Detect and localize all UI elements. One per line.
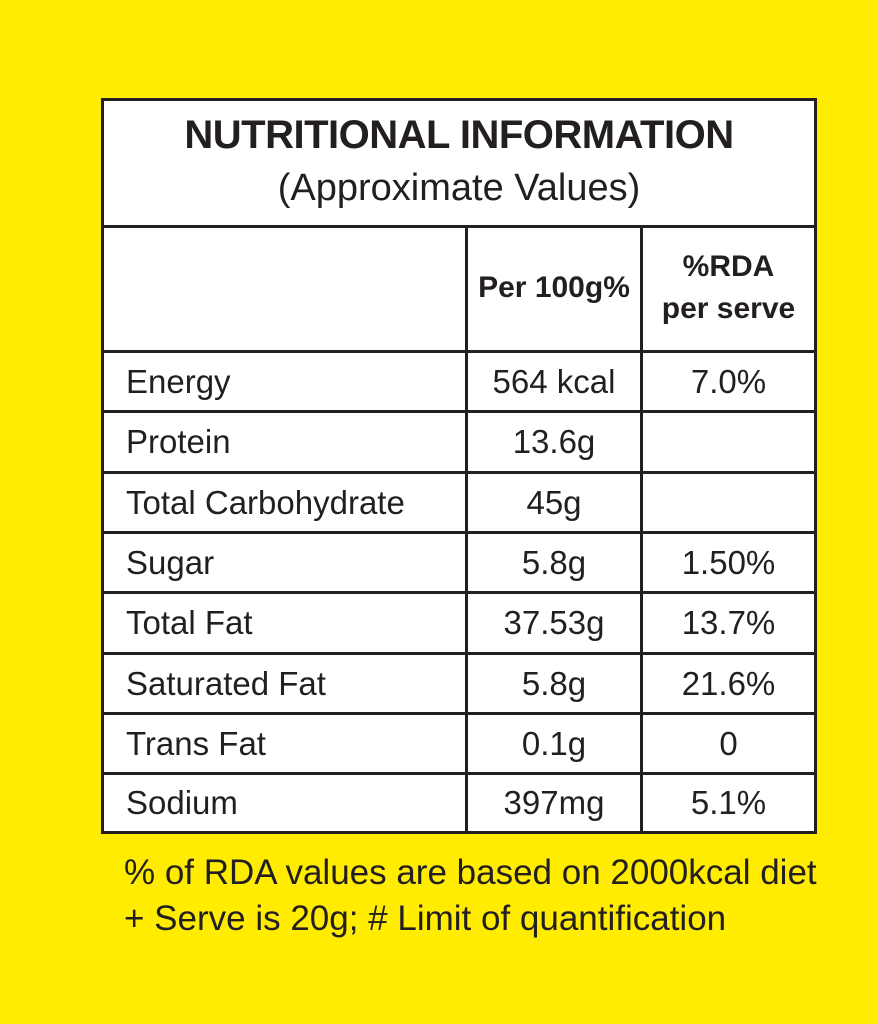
table-title-block: NUTRITIONAL INFORMATION (Approximate Val… (104, 101, 814, 228)
header-row: Per 100g% %RDA per serve (104, 225, 814, 353)
per-100g-value: 13.6g (468, 413, 643, 471)
table-subtitle: (Approximate Values) (277, 167, 641, 209)
nutrient-name: Total Fat (104, 594, 468, 652)
table-row: Trans Fat 0.1g 0 (104, 715, 814, 775)
table-row: Sodium 397mg 5.1% (104, 775, 814, 831)
nutrient-name: Sodium (104, 775, 468, 831)
table-row: Total Fat 37.53g 13.7% (104, 594, 814, 655)
rda-value: 7.0% (690, 362, 767, 400)
table-row: Saturated Fat 5.8g 21.6% (104, 655, 814, 715)
per-100g-value: 5.8g (468, 655, 643, 712)
nutrient-name: Trans Fat (104, 715, 468, 772)
header-cell-nutrient (104, 225, 468, 350)
table-row: Sugar 5.8g 1.50% (104, 534, 814, 594)
header-rda-line1: %RDA (682, 249, 775, 283)
rda-value (643, 474, 814, 531)
rda-value: 1.50% (681, 543, 776, 581)
table-row: Energy 564 kcal 7.0% (104, 353, 814, 413)
footnote-serve-size: + Serve is 20g; # Limit of quantificatio… (124, 899, 727, 938)
header-rda-line2: per serve (661, 291, 796, 325)
rda-value: 5.1% (690, 784, 767, 821)
nutrient-name: Total Carbohydrate (104, 474, 468, 531)
header-cell-per-100g: Per 100g% (468, 225, 643, 350)
rda-value (643, 413, 814, 471)
nutrient-name: Saturated Fat (104, 655, 468, 712)
table-title: NUTRITIONAL INFORMATION (184, 113, 734, 157)
per-100g-value: 564 kcal (468, 353, 643, 410)
per-100g-value: 0.1g (468, 715, 643, 772)
nutrient-name: Energy (104, 353, 468, 410)
header-cell-rda: %RDA per serve (643, 225, 814, 350)
per-100g-value: 5.8g (468, 534, 643, 591)
footnote-rda-basis: % of RDA values are based on 2000kcal di… (124, 853, 817, 892)
per-100g-value: 397mg (468, 775, 643, 831)
nutrient-name: Sugar (104, 534, 468, 591)
nutrient-name: Protein (104, 413, 468, 471)
rda-value: 0 (719, 724, 738, 762)
rda-value: 13.7% (681, 604, 776, 641)
per-100g-value: 45g (468, 474, 643, 531)
table-row: Protein 13.6g (104, 413, 814, 474)
per-100g-value: 37.53g (468, 594, 643, 652)
table-row: Total Carbohydrate 45g (104, 474, 814, 534)
rda-value: 21.6% (681, 664, 776, 702)
nutrition-table-panel: NUTRITIONAL INFORMATION (Approximate Val… (101, 98, 817, 834)
